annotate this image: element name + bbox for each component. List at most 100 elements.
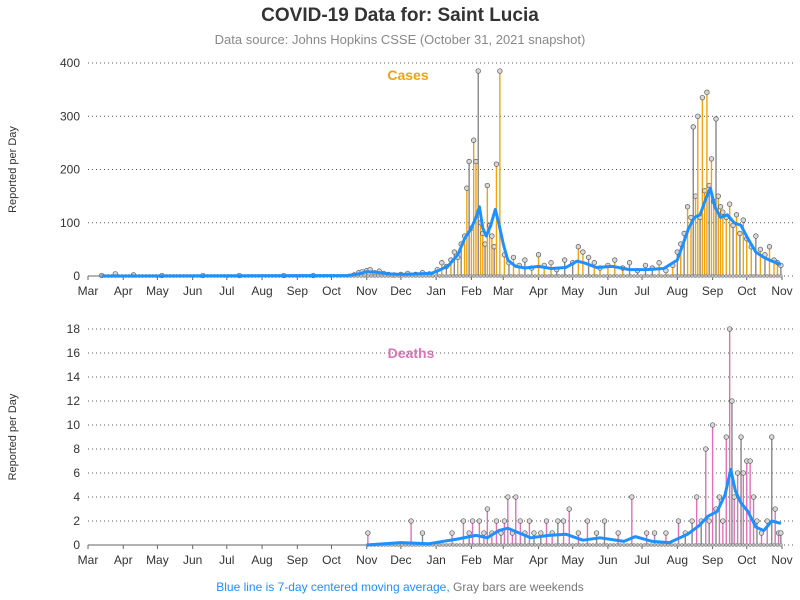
zero-point — [557, 543, 561, 547]
zero-point — [744, 274, 749, 278]
zero-point — [587, 274, 592, 278]
zero-point — [376, 274, 380, 278]
x-tick-label: Oct — [322, 284, 341, 298]
zero-point — [710, 274, 715, 278]
zero-point — [458, 274, 462, 278]
y-tick-label: 18 — [67, 322, 81, 336]
zero-point — [478, 543, 483, 547]
daily-point — [642, 262, 649, 269]
zero-point — [587, 543, 592, 547]
zero-point — [567, 543, 572, 547]
zero-point — [779, 274, 783, 278]
zero-point — [441, 274, 445, 278]
daily-point — [656, 260, 662, 266]
zero-point — [690, 543, 694, 547]
daily-point — [727, 326, 733, 332]
x-tick-label: Jul — [219, 284, 234, 298]
daily-point — [466, 158, 472, 165]
zero-point — [598, 543, 602, 547]
zero-point — [536, 274, 541, 278]
zero-point — [362, 274, 367, 278]
daily-point — [699, 94, 706, 101]
zero-point — [751, 274, 756, 278]
zero-point — [458, 543, 462, 547]
x-tick-label: Mar — [78, 284, 99, 298]
zero-point — [690, 274, 694, 278]
daily-point — [708, 156, 715, 162]
y-tick-label: 400 — [60, 56, 80, 70]
daily-point — [733, 212, 740, 218]
zero-point — [471, 543, 476, 547]
zero-point — [495, 543, 500, 547]
zero-point — [502, 274, 507, 278]
daily-point — [548, 260, 554, 266]
zero-point — [461, 274, 466, 278]
y-tick-label: 6 — [73, 466, 80, 480]
footnote: Blue line is 7-day centered moving avera… — [0, 580, 800, 594]
zero-point — [468, 274, 473, 278]
daily-point — [615, 530, 621, 536]
x-tick-label: Dec — [390, 284, 411, 298]
zero-point — [546, 274, 551, 278]
zero-point — [488, 543, 493, 547]
daily-point — [481, 530, 487, 536]
zero-point — [594, 274, 599, 278]
zero-point — [543, 543, 548, 547]
x-tick-label: Mar — [493, 284, 514, 298]
zero-point — [779, 543, 783, 547]
daily-point — [493, 518, 500, 524]
zero-point — [628, 274, 633, 278]
daily-point — [497, 68, 503, 74]
zero-point — [768, 274, 773, 278]
zero-point — [550, 543, 555, 547]
daily-point — [460, 518, 467, 524]
zero-point — [505, 274, 510, 278]
zero-point — [601, 274, 606, 278]
x-tick-label: Feb — [461, 284, 482, 298]
zero-point — [727, 274, 732, 278]
zero-point — [741, 543, 746, 547]
y-tick-label: 12 — [67, 394, 81, 408]
daily-point — [584, 518, 591, 524]
x-tick-label: Mar — [78, 553, 99, 567]
daily-point — [562, 257, 568, 263]
daily-point — [408, 518, 414, 524]
zero-point — [570, 543, 575, 547]
x-tick-label: Oct — [737, 553, 756, 567]
daily-point — [769, 434, 775, 440]
zero-point — [509, 543, 514, 547]
chart-subtitle: Data source: Johns Hopkins CSSE (October… — [214, 32, 586, 47]
x-tick-label: Dec — [390, 553, 411, 567]
daily-point — [612, 257, 618, 263]
zero-point — [471, 274, 476, 278]
daily-point — [493, 161, 500, 167]
footnote-moving-average: Blue line is 7-day centered moving avera… — [216, 580, 450, 594]
zero-point — [680, 543, 684, 547]
x-tick-label: Nov — [356, 284, 377, 298]
daily-point — [513, 494, 519, 500]
zero-point — [618, 274, 623, 278]
zero-point — [495, 274, 500, 278]
zero-point — [533, 274, 537, 278]
zero-point — [447, 274, 452, 278]
daily-point — [772, 506, 778, 512]
daily-point — [747, 458, 753, 464]
zero-point — [632, 274, 636, 278]
x-tick-label: Oct — [737, 284, 756, 298]
x-tick-label: Aug — [251, 284, 272, 298]
y-tick-label: 200 — [60, 163, 80, 177]
daily-point — [734, 470, 741, 476]
zero-point — [434, 274, 438, 278]
daily-point — [716, 494, 723, 500]
zero-point — [639, 543, 643, 547]
zero-point — [553, 543, 558, 547]
zero-point — [717, 274, 722, 278]
zero-point — [618, 543, 623, 547]
zero-point — [550, 274, 555, 278]
daily-point — [737, 230, 743, 237]
daily-point — [501, 518, 508, 524]
zero-point — [499, 543, 503, 547]
daily-point — [517, 518, 523, 524]
daily-point — [764, 518, 770, 524]
zero-point — [570, 274, 575, 278]
